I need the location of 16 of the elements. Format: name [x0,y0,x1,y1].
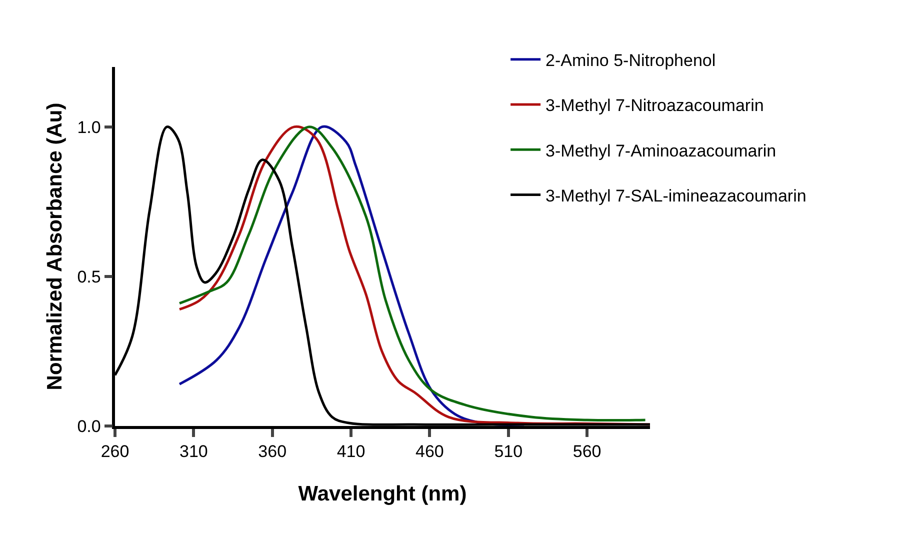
legend-label: 3-Methyl 7-SAL-imineazacoumarin [546,186,806,206]
x-tick-label: 360 [258,442,287,462]
legend-label: 3-Methyl 7-Aminoazacoumarin [546,141,776,160]
x-tick-label: 410 [336,442,366,462]
y-tick-label: 1.0 [77,118,101,137]
y-tick-label: 0.5 [77,267,101,286]
x-axis-title: Wavelenght (nm) [298,482,467,506]
x-tick-label: 560 [572,442,602,462]
legend-label: 3-Methyl 7-Nitroazacoumarin [546,96,764,116]
legend-label: 2-Amino 5-Nitrophenol [546,51,716,70]
x-tick-label: 260 [100,442,130,462]
x-tick-label: 460 [416,442,444,462]
x-tick-label: 310 [179,442,208,462]
y-axis-title: Normalized Absorbance (Au) [44,102,66,390]
x-tick-label: 510 [494,442,523,462]
y-tick-label: 0.0 [77,416,101,436]
